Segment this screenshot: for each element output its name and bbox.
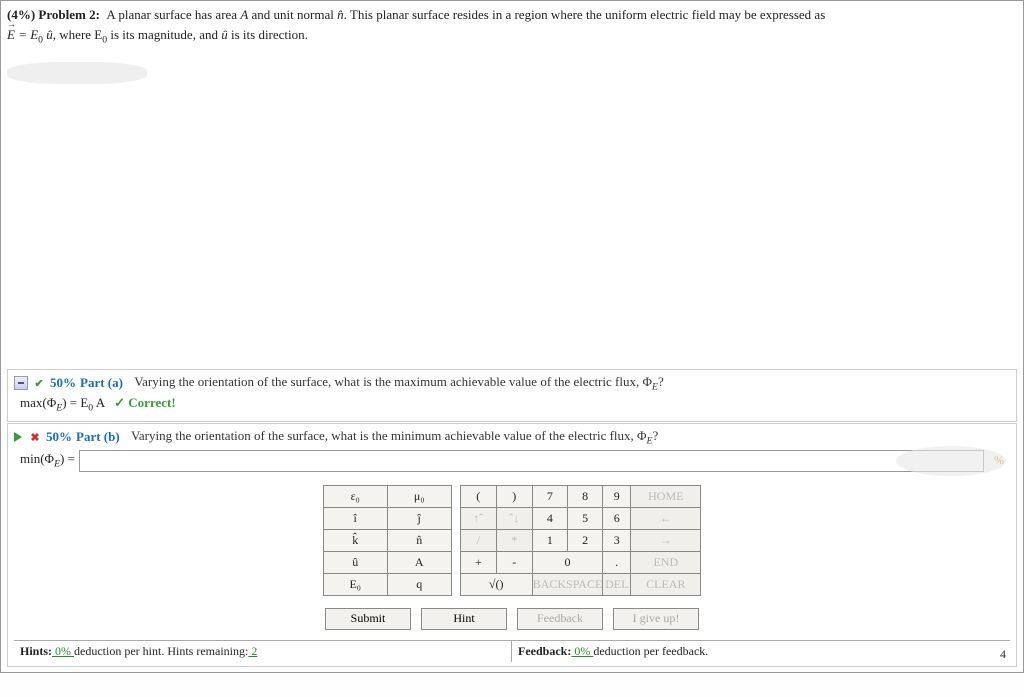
key-khat[interactable]: k̂ <box>323 529 387 551</box>
part-a-question: Varying the orientation of the surface, … <box>134 374 664 393</box>
submit-button[interactable]: Submit <box>325 608 411 630</box>
key-9[interactable]: 9 <box>603 485 631 507</box>
keypad-symbols: ε₀μ₀ îĵ k̂n̂ ûA E₀q <box>323 485 452 596</box>
key-0[interactable]: 0 <box>532 551 603 573</box>
key-8[interactable]: 8 <box>568 485 603 507</box>
key-5[interactable]: 5 <box>568 507 603 529</box>
part-b-label: Part (b) <box>76 429 120 445</box>
key-dot[interactable]: . <box>603 551 631 573</box>
footer: Hints: 0% deduction per hint. Hints rema… <box>14 640 1010 662</box>
key-rparen[interactable]: ) <box>496 485 532 507</box>
key-7[interactable]: 7 <box>532 485 567 507</box>
part-b-block: ✖ 50% Part (b) Varying the orientation o… <box>7 423 1017 667</box>
part-a-answer: max(ΦE) = E0 A ✓ Correct! <box>14 392 1010 417</box>
key-2[interactable]: 2 <box>568 529 603 551</box>
check-icon: ✔ <box>32 376 46 390</box>
key-backspace[interactable]: BACKSPACE <box>532 573 603 595</box>
problem-statement: (4%) Problem 2: A planar surface has are… <box>7 5 1017 48</box>
key-3[interactable]: 3 <box>603 529 631 551</box>
key-4[interactable]: 4 <box>532 507 567 529</box>
feedback-button[interactable]: Feedback <box>517 608 603 630</box>
key-jhat[interactable]: ĵ <box>387 507 451 529</box>
giveup-button[interactable]: I give up! <box>613 608 699 630</box>
key-nhat[interactable]: n̂ <box>387 529 451 551</box>
key-end[interactable]: END <box>631 551 701 573</box>
problem-label: Problem 2: <box>38 7 100 22</box>
collapse-icon[interactable] <box>14 376 28 390</box>
key-mu0[interactable]: μ₀ <box>387 485 451 507</box>
key-home[interactable]: HOME <box>631 485 701 507</box>
part-a-block: ✔ 50% Part (a) Varying the orientation o… <box>7 369 1017 422</box>
part-a-pct: 50% <box>50 375 76 391</box>
part-b-lhs: min(ΦE) = <box>20 451 75 470</box>
expand-icon[interactable] <box>14 432 22 442</box>
key-e0[interactable]: E₀ <box>323 573 387 595</box>
answer-input[interactable] <box>79 450 984 472</box>
key-sqrt[interactable]: √() <box>460 573 532 595</box>
x-icon: ✖ <box>28 430 42 444</box>
keypad-main: ( ) 7 8 9 HOME ↑ˆ ˆ↓ 4 5 6 ← / * <box>460 485 702 596</box>
key-down[interactable]: ˆ↓ <box>496 507 532 529</box>
key-mul[interactable]: * <box>496 529 532 551</box>
key-left[interactable]: ← <box>631 507 701 529</box>
key-eps0[interactable]: ε₀ <box>323 485 387 507</box>
correct-label: ✓ Correct! <box>114 395 176 410</box>
part-a-label: Part (a) <box>80 375 123 391</box>
key-1[interactable]: 1 <box>532 529 567 551</box>
attempt-count: 4 <box>1000 647 1006 662</box>
key-plus[interactable]: + <box>460 551 496 573</box>
redaction-scribble <box>7 62 147 84</box>
part-b-question: Varying the orientation of the surface, … <box>131 428 658 447</box>
key-up[interactable]: ↑ˆ <box>460 507 496 529</box>
key-minus[interactable]: - <box>496 551 532 573</box>
key-del[interactable]: DEL <box>603 573 631 595</box>
key-q[interactable]: q <box>387 573 451 595</box>
key-uhat[interactable]: û <box>323 551 387 573</box>
feedback-info: Feedback: 0% deduction per feedback. <box>512 641 1010 662</box>
key-6[interactable]: 6 <box>603 507 631 529</box>
key-right[interactable]: → <box>631 529 701 551</box>
part-b-pct: 50% <box>46 429 72 445</box>
key-a[interactable]: A <box>387 551 451 573</box>
key-ihat[interactable]: î <box>323 507 387 529</box>
key-lparen[interactable]: ( <box>460 485 496 507</box>
keypad: ε₀μ₀ îĵ k̂n̂ ûA E₀q ( ) 7 8 9 HOME ↑ˆ ˆ↓ <box>14 475 1010 602</box>
key-clear[interactable]: CLEAR <box>631 573 701 595</box>
hint-button[interactable]: Hint <box>421 608 507 630</box>
key-div[interactable]: / <box>460 529 496 551</box>
hints-info: Hints: 0% deduction per hint. Hints rema… <box>14 641 512 662</box>
redaction-scribble <box>896 446 1006 476</box>
